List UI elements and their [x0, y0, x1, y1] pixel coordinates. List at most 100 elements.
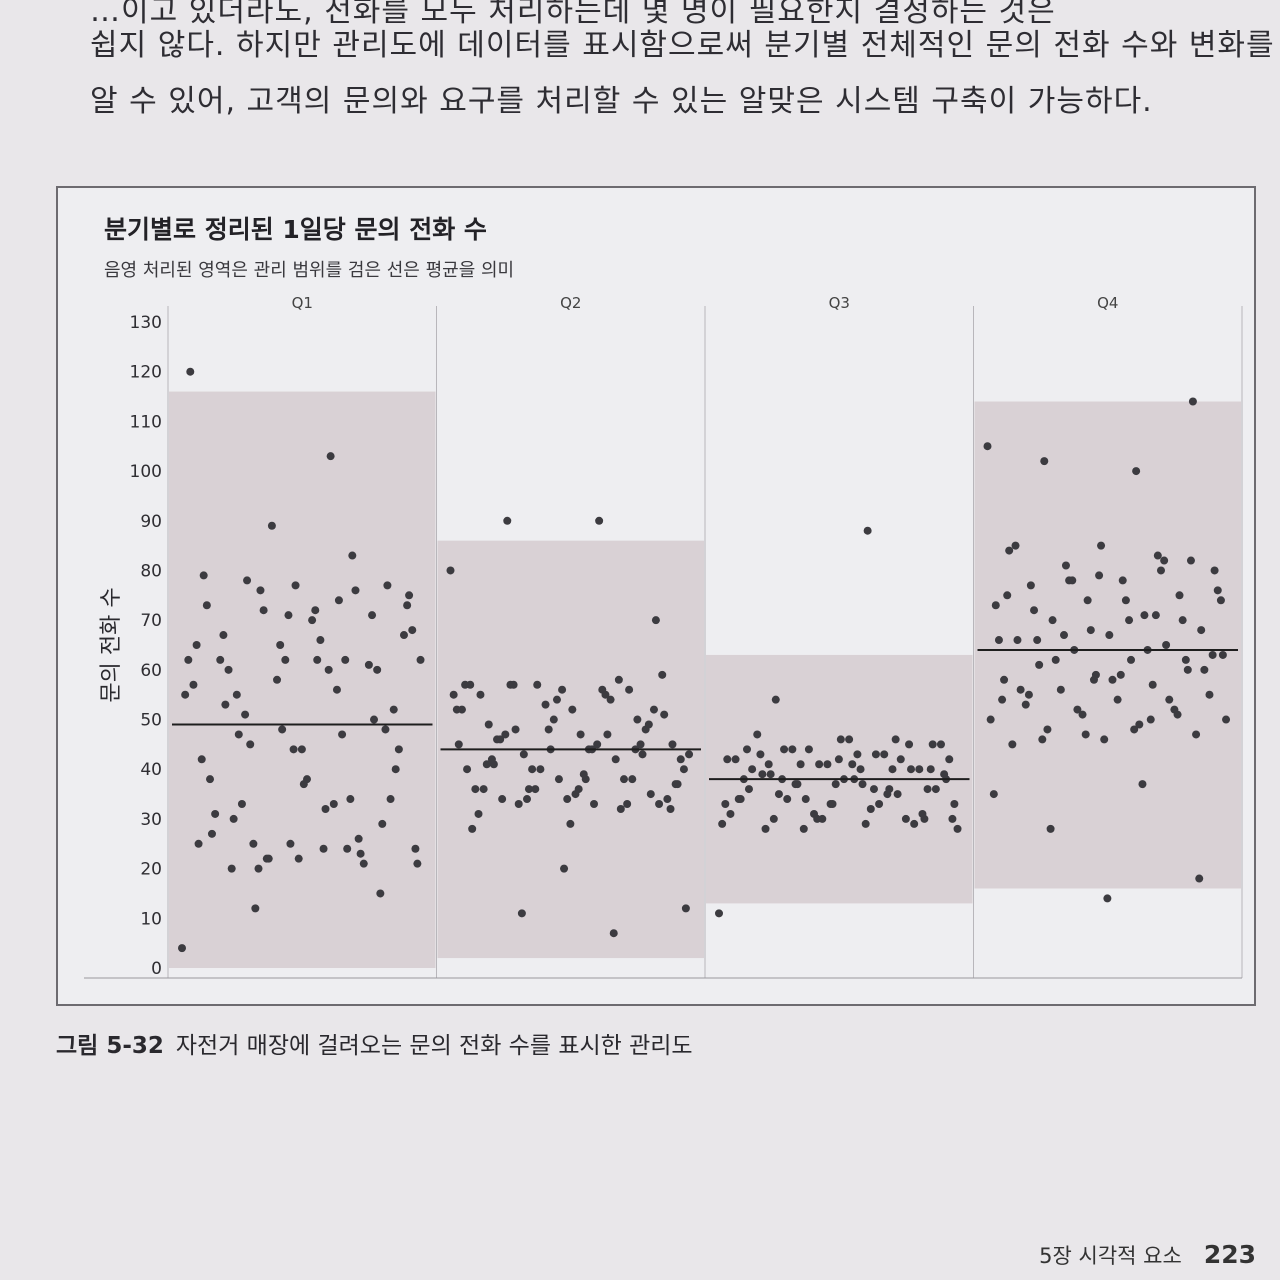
data-point: [923, 785, 932, 794]
data-point: [861, 819, 870, 828]
data-point: [186, 367, 195, 376]
data-point: [449, 690, 458, 699]
panel-label: Q1: [292, 294, 313, 312]
figure-caption: 그림 5-32 자전거 매장에 걸려오는 문의 전화 수를 표시한 관리도: [56, 1026, 693, 1060]
data-point: [896, 755, 905, 764]
data-point: [452, 705, 461, 714]
data-point: [1043, 725, 1052, 734]
data-point: [479, 785, 488, 794]
data-point: [319, 844, 328, 853]
data-point: [541, 700, 550, 709]
data-point: [731, 755, 740, 764]
data-point: [503, 516, 512, 525]
y-tick-label: 130: [130, 313, 162, 333]
data-point: [744, 785, 753, 794]
data-point: [1013, 636, 1022, 645]
data-point: [498, 795, 507, 804]
data-point: [907, 765, 916, 774]
data-point: [533, 680, 542, 689]
data-point: [676, 755, 685, 764]
data-point: [259, 606, 268, 615]
data-point: [405, 591, 414, 600]
data-point: [853, 750, 862, 759]
data-point: [1208, 650, 1217, 659]
data-point: [256, 586, 265, 595]
paragraph-line-1: 쉽지 않다. 하지만 관리도에 데이터를 표시함으로써 분기별 전체적인 문의 …: [90, 28, 1275, 63]
y-tick-label: 80: [140, 561, 162, 581]
data-point: [1105, 631, 1114, 640]
data-point: [994, 636, 1003, 645]
chart-subtitle: 음영 처리된 영역은 관리 범위를 검은 선은 평균을 의미: [104, 260, 515, 281]
data-point: [918, 809, 927, 818]
data-point: [1061, 561, 1070, 570]
data-point: [517, 909, 526, 918]
y-tick-label: 100: [130, 462, 162, 482]
data-point: [216, 655, 225, 664]
data-point: [381, 725, 390, 734]
data-point: [1188, 397, 1197, 406]
data-point: [229, 814, 238, 823]
data-point: [411, 844, 420, 853]
data-point: [178, 944, 186, 953]
data-point: [1130, 725, 1139, 734]
data-point: [408, 626, 417, 635]
y-tick-label: 0: [151, 959, 162, 979]
data-point: [243, 576, 252, 585]
data-point: [595, 516, 604, 525]
data-point: [574, 785, 583, 794]
data-point: [1173, 710, 1182, 719]
data-point: [359, 859, 368, 868]
data-point: [1132, 467, 1141, 476]
data-point: [858, 780, 867, 789]
data-point: [482, 760, 491, 769]
data-point: [281, 655, 290, 664]
y-axis-label: 문의 전화 수: [99, 587, 124, 702]
data-point: [986, 715, 995, 724]
data-point: [394, 745, 403, 754]
data-point: [718, 819, 727, 828]
data-point: [1116, 670, 1125, 679]
data-point: [633, 715, 642, 724]
data-point: [681, 904, 690, 913]
data-point: [346, 795, 355, 804]
data-point: [552, 695, 561, 704]
data-point: [723, 755, 732, 764]
data-point: [311, 606, 320, 615]
data-point: [391, 765, 400, 774]
data-point: [1186, 556, 1195, 565]
data-point: [1005, 546, 1014, 555]
data-point: [523, 795, 532, 804]
data-point: [1024, 690, 1033, 699]
data-point: [1048, 616, 1057, 625]
data-point: [609, 929, 618, 938]
y-tick-label: 70: [140, 611, 162, 631]
data-point: [983, 442, 992, 451]
data-point: [758, 770, 767, 779]
data-point: [619, 775, 628, 784]
data-point: [509, 680, 518, 689]
data-point: [826, 800, 835, 809]
data-point: [715, 909, 723, 918]
data-point: [511, 725, 520, 734]
data-point: [658, 670, 667, 679]
data-point: [660, 710, 669, 719]
data-point: [463, 765, 472, 774]
data-point: [1160, 556, 1169, 565]
data-point: [666, 804, 675, 813]
data-point: [273, 675, 282, 684]
data-point: [1008, 740, 1017, 749]
data-point: [593, 740, 602, 749]
data-point: [1033, 636, 1042, 645]
data-point: [601, 690, 610, 699]
data-point: [915, 765, 924, 774]
data-point: [603, 730, 612, 739]
data-point: [883, 790, 892, 799]
data-point: [313, 655, 322, 664]
data-point: [496, 735, 505, 744]
data-point: [501, 730, 510, 739]
data-point: [234, 730, 243, 739]
data-point: [568, 705, 577, 714]
data-point: [246, 740, 255, 749]
data-point: [468, 824, 477, 833]
data-point: [206, 775, 215, 784]
